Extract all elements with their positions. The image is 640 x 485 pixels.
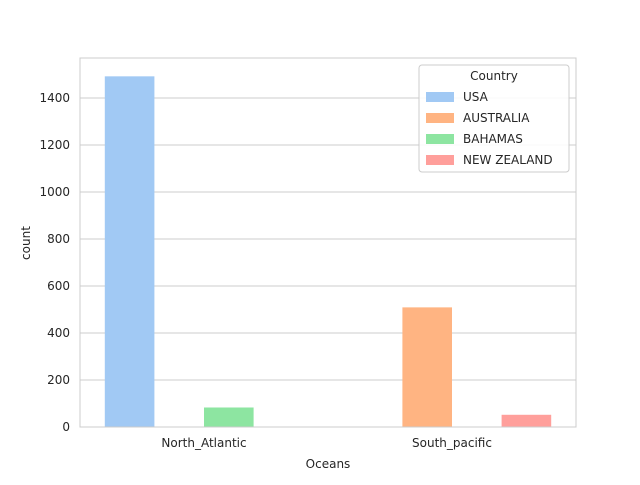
- y-tick-label: 400: [47, 326, 70, 340]
- x-axis-ticks: North_Atlantic South_pacific: [161, 436, 492, 450]
- x-tick-label: South_pacific: [412, 436, 492, 450]
- y-axis-label: count: [19, 226, 33, 260]
- bar: [104, 76, 155, 427]
- y-axis-ticks: 0 200 400 600 800 1000 1200 1400: [39, 91, 70, 434]
- legend-frame: [418, 64, 570, 173]
- legend-entry: NEW ZEALAND: [463, 153, 553, 167]
- legend-title: Country: [470, 69, 518, 83]
- y-tick-label: 1000: [39, 185, 70, 199]
- legend-entry: BAHAMAS: [463, 132, 523, 146]
- y-tick-label: 1400: [39, 91, 70, 105]
- y-tick-label: 600: [47, 279, 70, 293]
- legend-entry: AUSTRALIA: [463, 111, 530, 125]
- legend-entry: USA: [463, 90, 489, 104]
- gridlines: [80, 97, 576, 428]
- legend-swatch: [426, 92, 454, 102]
- y-tick-label: 800: [47, 232, 70, 246]
- legend-swatch: [426, 155, 454, 165]
- y-tick-label: 1200: [39, 138, 70, 152]
- bar: [501, 414, 552, 427]
- legend: Country USA AUSTRALIA BAHAMAS NEW ZEALAND: [418, 64, 570, 173]
- bar: [402, 307, 452, 427]
- y-tick-label: 0: [62, 420, 70, 434]
- legend-items: USA AUSTRALIA BAHAMAS NEW ZEALAND: [426, 90, 553, 167]
- x-axis-label: Oceans: [306, 457, 351, 471]
- x-tick-label: North_Atlantic: [161, 436, 246, 450]
- bars: [104, 76, 552, 427]
- legend-swatch: [426, 113, 454, 123]
- y-tick-label: 200: [47, 373, 70, 387]
- bar: [204, 407, 254, 427]
- plot-frame: [79, 57, 577, 428]
- legend-swatch: [426, 134, 454, 144]
